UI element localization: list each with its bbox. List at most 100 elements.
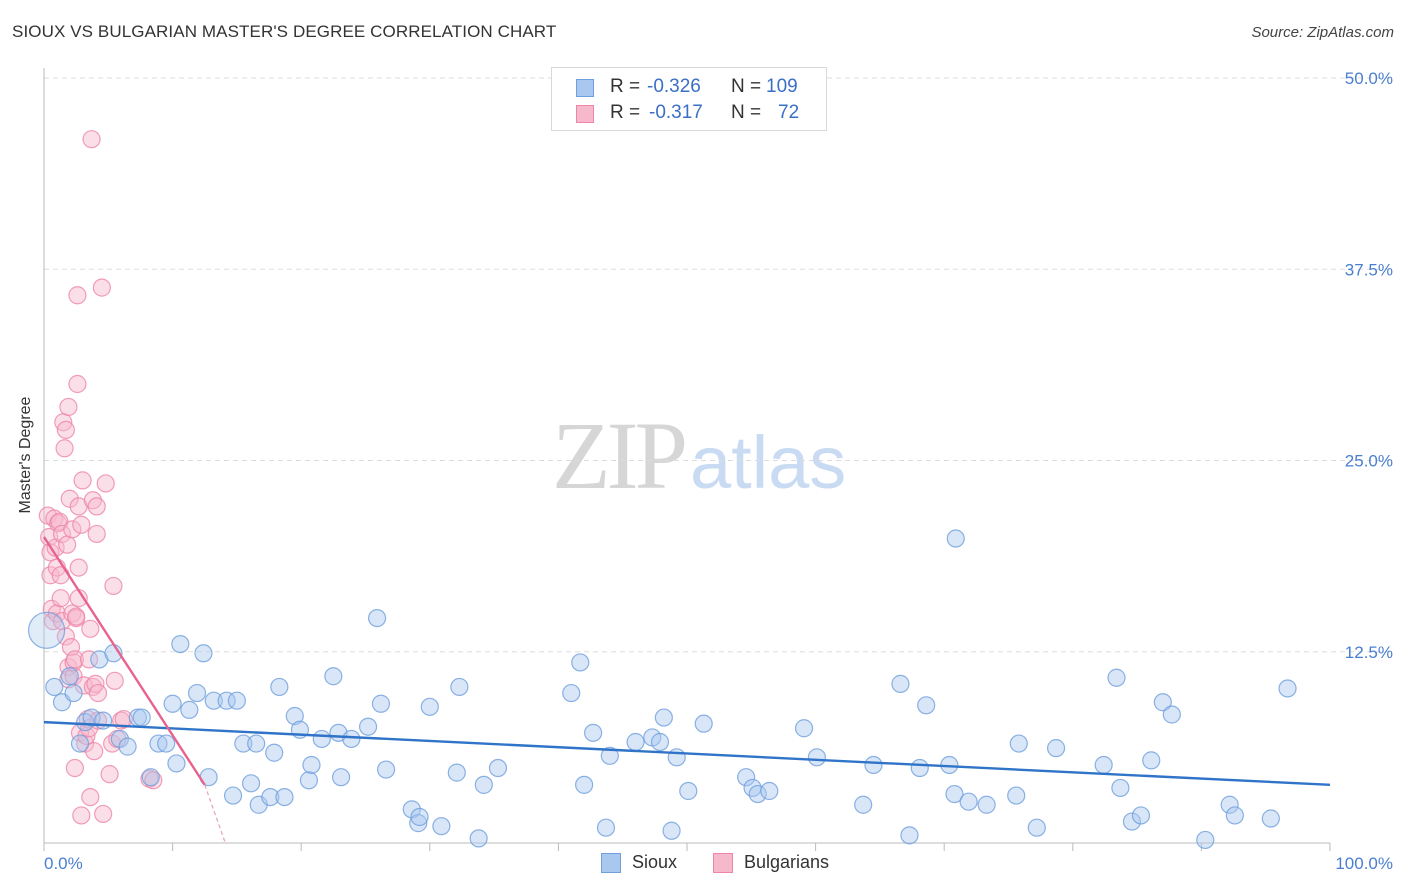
bulgarians-point [85,742,104,761]
sioux-point [694,714,713,733]
bulgarians-point [105,671,124,690]
legend-label-bulgarians: Bulgarians [744,852,830,872]
stats-legend: R = -0.326 N = 109 R = -0.317 N = 72 [551,67,827,131]
sioux-point [596,818,616,837]
bulgarians-point [63,520,82,539]
y-tick-label: 50.0% [1345,69,1393,88]
sioux-point [447,763,466,782]
bulgarians-point [87,524,106,544]
sioux-point [367,608,387,628]
sioux-point [1094,755,1113,775]
sioux-point [910,758,929,778]
sioux-point [223,786,243,805]
bulgarians-point [79,650,99,669]
sioux-point [662,821,681,840]
sioux-point [194,644,213,663]
sioux-point [241,774,261,793]
sioux-point [679,781,698,801]
sioux-point [409,814,428,833]
bulgarians-points [38,130,163,825]
sioux-point [977,795,996,814]
sioux-point [204,691,223,710]
sioux-point [654,708,673,727]
bulgarians-point [81,787,100,807]
sioux-point [488,758,508,778]
bulgarians-point [94,804,113,824]
tick-labels: 12.5% 25.0% 37.5% 50.0% 0.0% 100.0% [44,69,1393,873]
sioux-point [1220,795,1239,814]
bulgarians-point [72,515,91,534]
bulgarians-point [100,765,119,784]
watermark-atlas: atlas [690,421,847,504]
r-value: -0.326 [647,76,701,97]
sioux-points [27,529,1297,850]
bulgarians-point [65,758,84,778]
bulgarians-point [52,524,72,544]
sioux-swatch [576,79,594,97]
sioux-point [275,787,294,807]
sioux-point [917,696,936,715]
r-value: -0.317 [649,102,703,123]
bulgarians-point [82,130,101,149]
bulgarians-point [68,374,87,394]
sioux-point [900,826,919,845]
sioux-point [1196,830,1215,850]
sioux-point [946,529,965,548]
bulgarians-swatch [576,105,594,123]
trend-lines [42,536,1331,844]
bulgarians-point [64,653,83,672]
sioux-point [1162,705,1181,724]
sioux-point [420,697,439,716]
sioux-point [227,691,246,710]
sioux-point [626,732,645,752]
sioux-point [70,734,90,753]
sioux-point [270,677,289,697]
sioux-point [76,713,95,732]
y-tick-label: 25.0% [1345,452,1393,471]
sioux-point [1122,812,1142,831]
sioux-point [650,732,670,752]
sioux-point [1111,778,1130,798]
sioux-legend-swatch [601,853,621,873]
bulgarians-point [88,683,108,703]
bulgarians-trend-extension [204,784,226,844]
bulgarians-point [56,420,75,439]
sioux-point [265,743,284,762]
bulgarians-point [73,471,92,490]
sioux-point [358,717,378,736]
n-label: N = [731,76,762,97]
sioux-point [575,775,594,794]
sioux-point [217,691,236,710]
sioux-point [94,711,113,730]
bulgarians-point [104,576,123,596]
watermark-zip: ZIP [552,402,688,509]
sioux-point [571,653,590,672]
bulgarians-trend-line [42,536,206,786]
sioux-point [1278,679,1297,698]
sioux-point [157,734,176,753]
bulgarians-point [87,497,106,516]
sioux-point [794,719,814,738]
legend-label-sioux: Sioux [632,852,678,872]
bulgarians-point [72,806,91,825]
sioux-point [45,677,64,697]
bulgarians-point [59,397,78,417]
sioux-point [132,708,151,727]
bulgarians-point [58,535,77,554]
sioux-point [141,768,160,787]
sioux-trend-line [43,720,1331,787]
sioux-point [180,700,199,719]
sioux-point [1153,693,1172,712]
n-value: 72 [778,102,800,123]
y-tick-label: 12.5% [1345,643,1393,662]
bulgarians-point [74,676,93,695]
bulgarians-point [68,286,87,305]
bulgarians-point [144,771,163,790]
sioux-point [737,768,756,787]
sioux-point [450,677,469,697]
sioux-point [261,787,280,807]
sioux-point [600,746,619,765]
sioux-point [945,784,964,804]
sioux-point [474,775,493,794]
